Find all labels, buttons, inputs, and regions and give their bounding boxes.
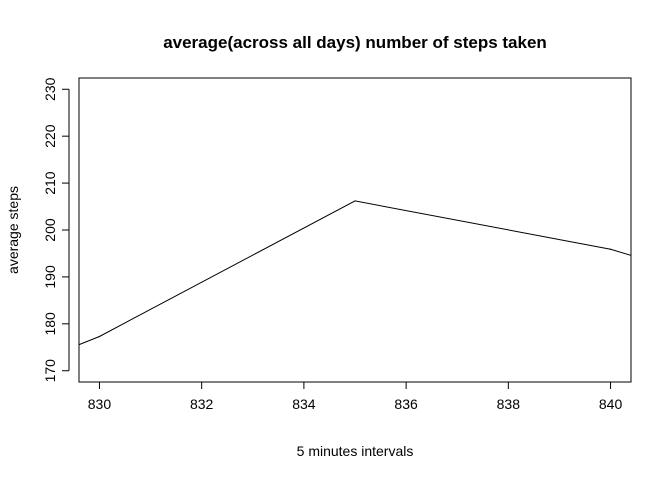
data-point — [98, 335, 101, 338]
x-axis: 830 832 834 836 838 840 — [88, 382, 623, 412]
y-tick-label: 190 — [42, 265, 58, 289]
y-tick-label: 210 — [42, 171, 58, 195]
y-tick-label: 170 — [42, 359, 58, 383]
data-point — [609, 248, 612, 250]
y-tick-label: 200 — [42, 218, 58, 242]
y-tick-label: 220 — [42, 124, 58, 148]
chart-title: average(across all days) number of steps… — [163, 33, 547, 52]
x-tick-label: 838 — [497, 396, 521, 412]
x-tick-label: 832 — [190, 396, 214, 412]
x-tick-label: 830 — [88, 396, 112, 412]
x-tick-label: 840 — [599, 396, 623, 412]
series-points — [98, 200, 612, 338]
data-point — [354, 200, 356, 202]
x-tick-label: 834 — [292, 396, 316, 412]
x-tick-label: 836 — [394, 396, 418, 412]
y-axis: 170 180 190 200 210 220 230 — [42, 77, 70, 383]
x-axis-label: 5 minutes intervals — [297, 443, 414, 459]
y-tick-label: 180 — [42, 312, 58, 336]
y-tick-label: 230 — [42, 77, 58, 101]
y-axis-label: average steps — [5, 186, 21, 274]
plot-area — [79, 200, 631, 346]
plot-frame — [78, 77, 632, 383]
